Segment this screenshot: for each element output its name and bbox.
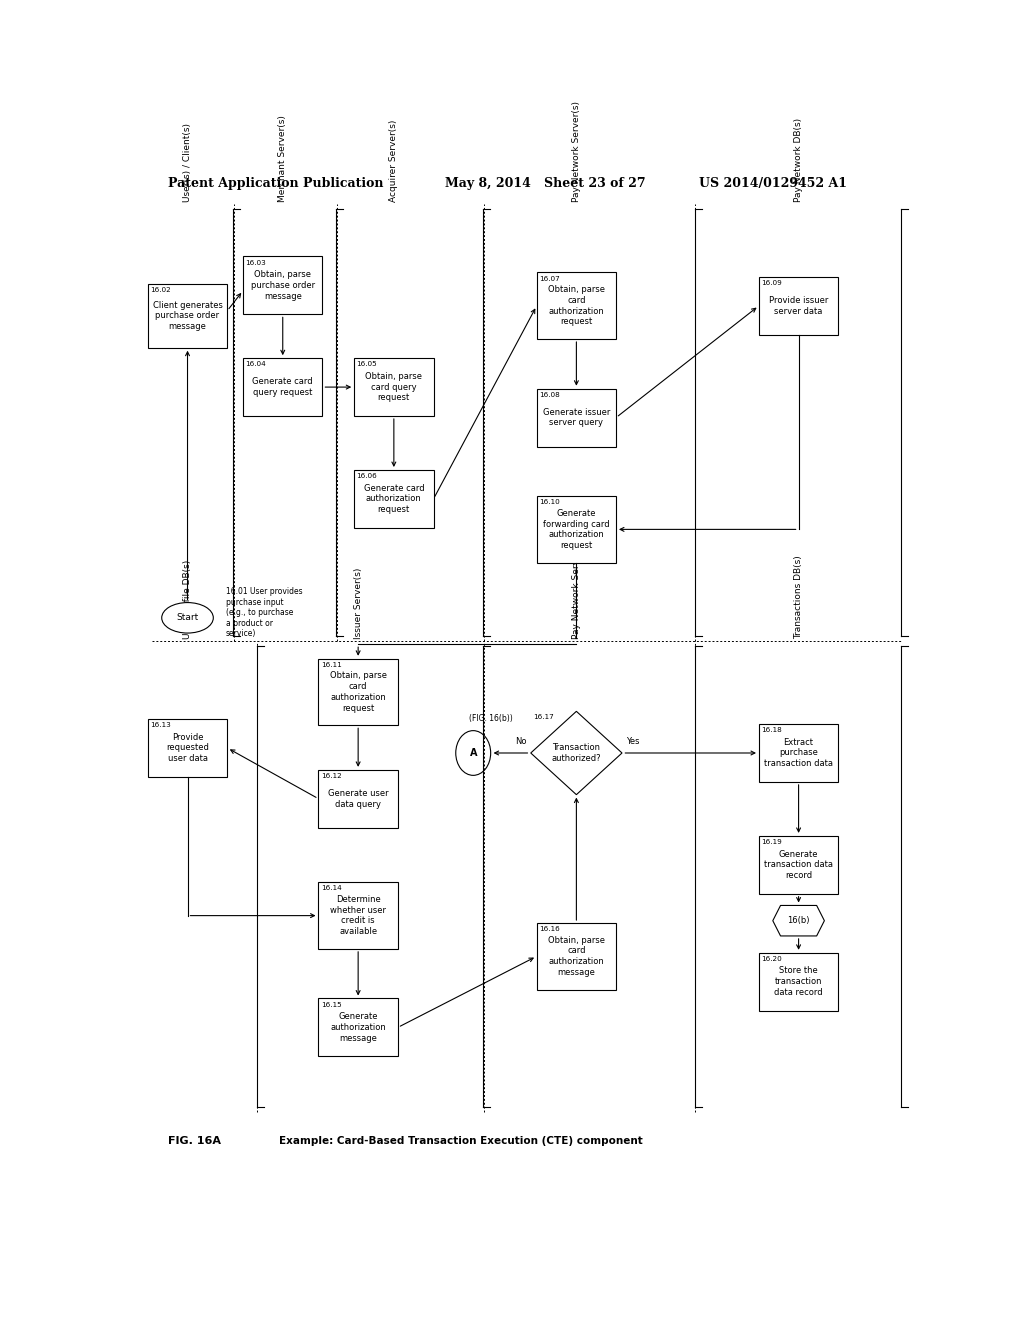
Bar [243, 256, 323, 314]
Polygon shape [530, 711, 622, 795]
Text: No: No [515, 737, 526, 746]
Bar [759, 953, 839, 1011]
Text: 16.06: 16.06 [356, 473, 377, 479]
Text: Obtain, parse
purchase order
message: Obtain, parse purchase order message [251, 271, 314, 301]
Text: Generate
authorization
message: Generate authorization message [331, 1012, 386, 1043]
Text: 16.18: 16.18 [761, 727, 782, 733]
Text: Generate card
query request: Generate card query request [253, 378, 313, 397]
Text: User Profile DB(s): User Profile DB(s) [183, 560, 193, 639]
Text: 16.15: 16.15 [321, 1002, 342, 1007]
Text: Extract
purchase
transaction data: Extract purchase transaction data [764, 738, 834, 768]
Bar [759, 836, 839, 894]
Text: Generate
transaction data
record: Generate transaction data record [764, 850, 834, 880]
Text: 16.19: 16.19 [761, 840, 782, 845]
Text: Merchant Server(s): Merchant Server(s) [279, 115, 288, 202]
Text: Determine
whether user
credit is
available: Determine whether user credit is availab… [330, 895, 386, 936]
Text: 16.20: 16.20 [761, 956, 782, 962]
Text: Issuer Server(s): Issuer Server(s) [353, 568, 362, 639]
Bar [354, 358, 433, 416]
Text: US 2014/0129452 A1: US 2014/0129452 A1 [699, 177, 848, 190]
Text: May 8, 2014   Sheet 23 of 27: May 8, 2014 Sheet 23 of 27 [445, 177, 646, 190]
Polygon shape [773, 906, 824, 936]
Text: 16.14: 16.14 [321, 886, 342, 891]
Text: Pay Network Server(s): Pay Network Server(s) [571, 539, 581, 639]
Bar [759, 725, 839, 781]
Text: Generate user
data query: Generate user data query [328, 789, 388, 809]
Text: 16.17: 16.17 [534, 714, 554, 721]
Bar [243, 358, 323, 416]
Text: Transaction
authorized?: Transaction authorized? [552, 743, 601, 763]
Text: 16.07: 16.07 [539, 276, 560, 281]
Text: Obtain, parse
card query
request: Obtain, parse card query request [366, 372, 422, 403]
Text: Store the
transaction
data record: Store the transaction data record [774, 966, 823, 997]
Text: 16.10: 16.10 [539, 499, 560, 506]
Text: 16(b): 16(b) [787, 916, 810, 925]
Text: Obtain, parse
card
authorization
request: Obtain, parse card authorization request [330, 672, 387, 713]
Text: 16.11: 16.11 [321, 661, 342, 668]
Text: Patent Application Publication: Patent Application Publication [168, 177, 383, 190]
Text: Acquirer Server(s): Acquirer Server(s) [389, 120, 398, 202]
Text: Obtain, parse
card
authorization
request: Obtain, parse card authorization request [548, 285, 605, 326]
Bar [537, 388, 616, 446]
Bar [318, 659, 397, 725]
Text: FIG. 16A: FIG. 16A [168, 1137, 221, 1146]
Bar [537, 496, 616, 562]
Ellipse shape [162, 602, 213, 634]
Bar [354, 470, 433, 528]
Text: Provide
requested
user data: Provide requested user data [166, 733, 209, 763]
Text: 16.01 User provides
purchase input
(e.g., to purchase
a product or
service): 16.01 User provides purchase input (e.g.… [225, 587, 302, 638]
Text: Generate
forwarding card
authorization
request: Generate forwarding card authorization r… [543, 508, 609, 550]
Bar [318, 998, 397, 1056]
Text: 16.08: 16.08 [539, 392, 560, 397]
Text: 16.13: 16.13 [151, 722, 171, 729]
Text: Pay Network DB(s): Pay Network DB(s) [794, 117, 803, 202]
Bar [147, 284, 227, 347]
Text: Start: Start [176, 614, 199, 622]
Text: A: A [469, 748, 477, 758]
Circle shape [456, 731, 490, 775]
Text: 16.09: 16.09 [761, 280, 782, 286]
Text: Provide issuer
server data: Provide issuer server data [769, 296, 828, 315]
Text: Pay Network Server(s): Pay Network Server(s) [571, 102, 581, 202]
Text: 16.02: 16.02 [151, 288, 171, 293]
Text: Transactions DB(s): Transactions DB(s) [794, 556, 803, 639]
Text: Yes: Yes [627, 737, 640, 746]
Text: 16.12: 16.12 [321, 772, 342, 779]
Bar [759, 277, 839, 335]
Bar [147, 719, 227, 777]
Bar [318, 770, 397, 828]
Text: (FIG. 16(b)): (FIG. 16(b)) [469, 714, 513, 722]
Text: Obtain, parse
card
authorization
message: Obtain, parse card authorization message [548, 936, 605, 977]
Text: 16.03: 16.03 [246, 260, 266, 265]
Text: 16.16: 16.16 [539, 927, 560, 932]
Text: Generate issuer
server query: Generate issuer server query [543, 408, 610, 428]
Text: Client generates
purchase order
message: Client generates purchase order message [153, 301, 222, 331]
Text: Example: Card-Based Transaction Execution (CTE) component: Example: Card-Based Transaction Executio… [279, 1137, 642, 1146]
Bar [537, 272, 616, 339]
Bar [318, 882, 397, 949]
Bar [537, 923, 616, 990]
Text: 16.04: 16.04 [246, 362, 266, 367]
Text: Generate card
authorization
request: Generate card authorization request [364, 483, 424, 515]
Text: User(s) / Client(s): User(s) / Client(s) [183, 123, 193, 202]
Text: 16.05: 16.05 [356, 362, 377, 367]
